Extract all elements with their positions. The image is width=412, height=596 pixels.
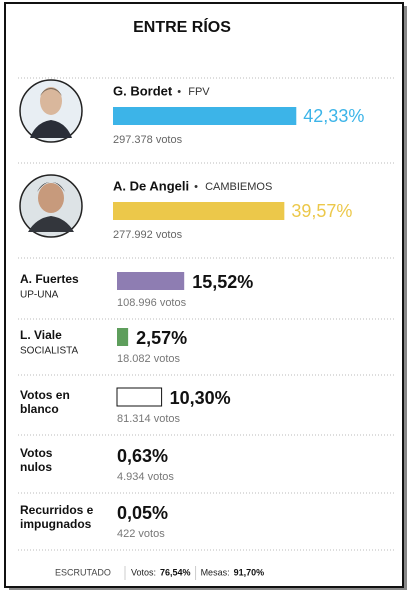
votes: 297.378 votos	[113, 134, 183, 146]
percent: 0,05%	[117, 503, 168, 523]
bar	[113, 107, 297, 125]
bar	[113, 202, 285, 220]
status: ESCRUTADO	[55, 567, 111, 577]
candidate-name: G. Bordet	[113, 83, 173, 98]
party: SOCIALISTA	[20, 346, 78, 357]
bullet: •	[194, 181, 198, 193]
votes: 4.934 votos	[117, 471, 174, 483]
votes: 108.996 votos	[117, 297, 187, 309]
row-name: Recurridos e	[20, 503, 94, 517]
votes: 422 votos	[117, 528, 165, 540]
photo	[19, 79, 83, 143]
bar	[117, 328, 129, 346]
percent: 2,57%	[136, 328, 187, 348]
party: CAMBIEMOS	[205, 181, 272, 193]
row-name: Votos en	[20, 388, 70, 402]
votes: 81.314 votos	[117, 413, 180, 425]
row-name: impugnados	[20, 517, 92, 531]
row-name: A. Fuertes	[20, 272, 79, 286]
votes: 277.992 votos	[113, 229, 183, 241]
percent: 10,30%	[170, 388, 231, 408]
tables-label: Mesas:	[201, 567, 230, 577]
bar	[117, 272, 185, 290]
row-name: nulos	[20, 460, 52, 474]
candidate-name: A. De Angeli	[113, 178, 189, 193]
tables-value: 91,70%	[234, 567, 265, 577]
bullet: •	[177, 86, 181, 98]
votes-label: Votos:	[131, 567, 156, 577]
row-name: Votos	[20, 446, 53, 460]
votes-value: 76,54%	[160, 567, 191, 577]
title: ENTRE RÍOS	[133, 17, 231, 36]
percent: 39,57%	[291, 201, 352, 221]
votes: 18.082 votos	[117, 353, 180, 365]
photo	[19, 174, 83, 238]
party: UP-UNA	[20, 290, 59, 301]
row-name: L. Viale	[20, 328, 62, 342]
party: FPV	[188, 86, 210, 98]
bar	[116, 387, 163, 407]
percent: 15,52%	[192, 272, 253, 292]
percent: 0,63%	[117, 446, 168, 466]
row-name: blanco	[20, 402, 59, 416]
percent: 42,33%	[303, 106, 364, 126]
